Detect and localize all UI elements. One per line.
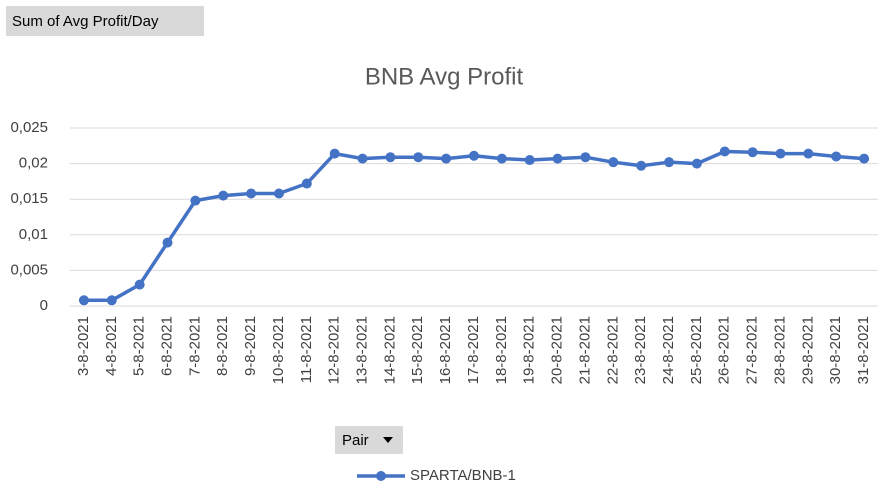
point bbox=[301, 178, 312, 189]
point bbox=[664, 157, 675, 168]
x-tick-label: 12-8-2021 bbox=[326, 316, 343, 384]
x-tick-label: 10-8-2021 bbox=[270, 316, 287, 384]
x-tick-label: 9-8-2021 bbox=[242, 316, 259, 376]
point bbox=[134, 279, 145, 290]
point bbox=[859, 153, 870, 164]
x-tick-label: 23-8-2021 bbox=[632, 316, 649, 384]
point bbox=[775, 148, 786, 159]
point bbox=[747, 147, 758, 158]
x-tick-label: 19-8-2021 bbox=[521, 316, 538, 384]
point bbox=[273, 188, 284, 199]
axis-field-button[interactable] bbox=[335, 426, 403, 454]
y-tick-label: 0,02 bbox=[19, 155, 48, 172]
point bbox=[524, 155, 535, 166]
y-tick-label: 0,005 bbox=[10, 261, 48, 278]
x-tick-label: 25-8-2021 bbox=[688, 316, 705, 384]
point bbox=[78, 295, 89, 306]
point bbox=[413, 152, 424, 163]
x-tick-label: 15-8-2021 bbox=[409, 316, 426, 384]
value-field-button[interactable] bbox=[6, 6, 204, 36]
x-tick-label: 24-8-2021 bbox=[660, 316, 677, 384]
y-tick-label: 0,015 bbox=[10, 190, 48, 207]
x-tick-label: 29-8-2021 bbox=[799, 316, 816, 384]
point bbox=[719, 146, 730, 157]
x-tick-label: 27-8-2021 bbox=[744, 316, 761, 384]
x-tick-label: 26-8-2021 bbox=[716, 316, 733, 384]
point bbox=[803, 148, 814, 159]
legend-label: SPARTA/BNB-1 bbox=[410, 467, 516, 484]
point bbox=[580, 152, 591, 163]
x-tick-label: 20-8-2021 bbox=[549, 316, 566, 384]
x-tick-label: 4-8-2021 bbox=[103, 316, 120, 376]
x-tick-label: 30-8-2021 bbox=[827, 316, 844, 384]
point bbox=[357, 153, 368, 164]
x-tick-label: 16-8-2021 bbox=[437, 316, 454, 384]
x-tick-label: 22-8-2021 bbox=[604, 316, 621, 384]
point bbox=[691, 158, 702, 169]
x-tick-label: 17-8-2021 bbox=[465, 316, 482, 384]
point bbox=[441, 153, 452, 164]
y-tick-label: 0 bbox=[40, 297, 48, 314]
point bbox=[636, 160, 647, 171]
legend-marker bbox=[376, 471, 386, 481]
point bbox=[496, 153, 507, 164]
point bbox=[552, 153, 563, 164]
y-tick-label: 0,01 bbox=[19, 226, 48, 243]
x-tick-label: 8-8-2021 bbox=[214, 316, 231, 376]
x-tick-label: 31-8-2021 bbox=[855, 316, 872, 384]
x-tick-label: 28-8-2021 bbox=[771, 316, 788, 384]
point bbox=[385, 152, 396, 163]
x-tick-label: 3-8-2021 bbox=[75, 316, 92, 376]
point bbox=[469, 150, 479, 161]
point bbox=[608, 157, 619, 168]
x-tick-label: 18-8-2021 bbox=[493, 316, 510, 384]
point bbox=[831, 151, 842, 162]
point bbox=[190, 195, 201, 206]
series-line bbox=[83, 149, 865, 303]
y-tick-label: 0,025 bbox=[10, 119, 48, 136]
x-tick-label: 11-8-2021 bbox=[298, 316, 315, 383]
x-tick-label: 6-8-2021 bbox=[158, 316, 175, 376]
x-tick-label: 21-8-2021 bbox=[576, 316, 593, 384]
chart-title: BNB Avg Profit bbox=[365, 63, 524, 90]
point bbox=[162, 237, 173, 248]
point bbox=[246, 188, 257, 199]
x-tick-label: 7-8-2021 bbox=[186, 316, 203, 376]
axis-field-label: Pair bbox=[342, 432, 369, 449]
point bbox=[218, 190, 229, 201]
point bbox=[106, 295, 117, 306]
x-tick-label: 14-8-2021 bbox=[381, 316, 398, 384]
dropdown-arrow bbox=[383, 437, 393, 443]
x-tick-label: 5-8-2021 bbox=[131, 316, 148, 376]
point bbox=[329, 148, 340, 159]
value-field-label: Sum of Avg Profit/Day bbox=[12, 13, 159, 30]
x-tick-label: 13-8-2021 bbox=[354, 316, 371, 384]
